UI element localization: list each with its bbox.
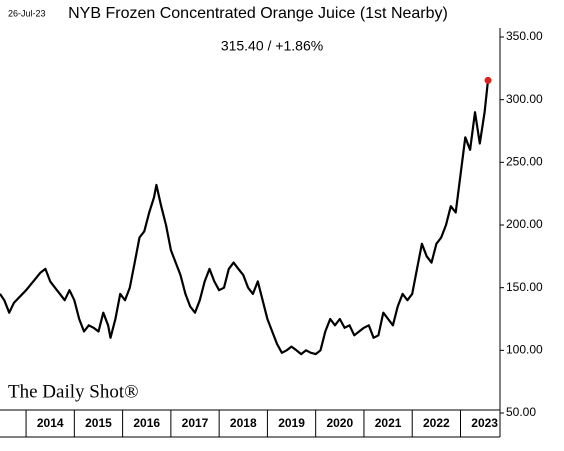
x-tick-label: 2014 <box>37 416 64 430</box>
price-line <box>0 80 490 356</box>
x-tick-label: 2021 <box>375 416 402 430</box>
x-tick-label: 2020 <box>326 416 353 430</box>
date-label: 26-Jul-23 <box>8 8 46 18</box>
y-tick-label: 300.00 <box>506 92 543 106</box>
x-tick-label: 2023 <box>471 416 498 430</box>
x-tick-label: 2017 <box>182 416 209 430</box>
y-tick-label: 50.00 <box>506 405 536 419</box>
x-tick-label: 2016 <box>133 416 160 430</box>
y-tick-label: 250.00 <box>506 155 543 169</box>
x-tick-label: 2015 <box>85 416 112 430</box>
subtitle: 315.40 / +1.86% <box>221 38 323 54</box>
source-logo: The Daily Shot® <box>8 381 139 402</box>
x-tick-label: 2019 <box>278 416 305 430</box>
y-tick-label: 150.00 <box>506 280 543 294</box>
last-point <box>484 76 492 84</box>
chart-title: NYB Frozen Concentrated Orange Juice (1s… <box>68 5 448 22</box>
y-tick-label: 100.00 <box>506 343 543 357</box>
y-tick-label: 200.00 <box>506 217 543 231</box>
x-tick-label: 2018 <box>230 416 257 430</box>
x-tick-label: 2022 <box>423 416 450 430</box>
y-tick-label: 350.00 <box>506 29 543 43</box>
